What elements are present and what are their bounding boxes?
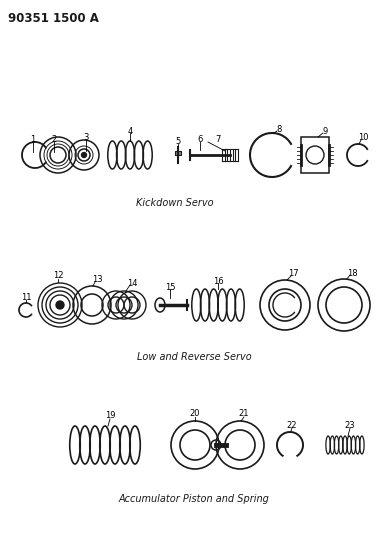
Text: 20: 20 <box>190 409 200 418</box>
Text: 4: 4 <box>127 126 133 135</box>
Text: 23: 23 <box>345 421 355 430</box>
Text: Low and Reverse Servo: Low and Reverse Servo <box>137 352 251 362</box>
Text: 15: 15 <box>165 282 175 292</box>
Text: 3: 3 <box>83 133 89 142</box>
Text: 11: 11 <box>21 293 31 302</box>
Text: Accumulator Piston and Spring: Accumulator Piston and Spring <box>119 494 270 504</box>
Text: 19: 19 <box>105 411 115 421</box>
Text: 17: 17 <box>288 270 298 279</box>
Text: 90351 1500 A: 90351 1500 A <box>8 12 99 25</box>
Text: 2: 2 <box>51 134 57 143</box>
Text: 1: 1 <box>30 134 36 143</box>
Text: 18: 18 <box>347 269 357 278</box>
Text: 5: 5 <box>175 138 180 147</box>
Circle shape <box>56 301 64 309</box>
Text: 16: 16 <box>213 277 223 286</box>
Text: 10: 10 <box>358 133 368 142</box>
Text: 21: 21 <box>239 409 249 418</box>
Text: 7: 7 <box>216 135 221 144</box>
Bar <box>175 151 181 155</box>
Text: 8: 8 <box>276 125 282 133</box>
Text: 22: 22 <box>287 421 297 430</box>
Text: 6: 6 <box>197 135 203 144</box>
Text: 12: 12 <box>53 271 63 280</box>
Circle shape <box>82 152 86 157</box>
Bar <box>301 137 329 173</box>
Text: 13: 13 <box>92 276 102 285</box>
Text: Kickdown Servo: Kickdown Servo <box>136 198 214 208</box>
Text: 9: 9 <box>322 126 328 135</box>
Text: 14: 14 <box>127 279 137 287</box>
